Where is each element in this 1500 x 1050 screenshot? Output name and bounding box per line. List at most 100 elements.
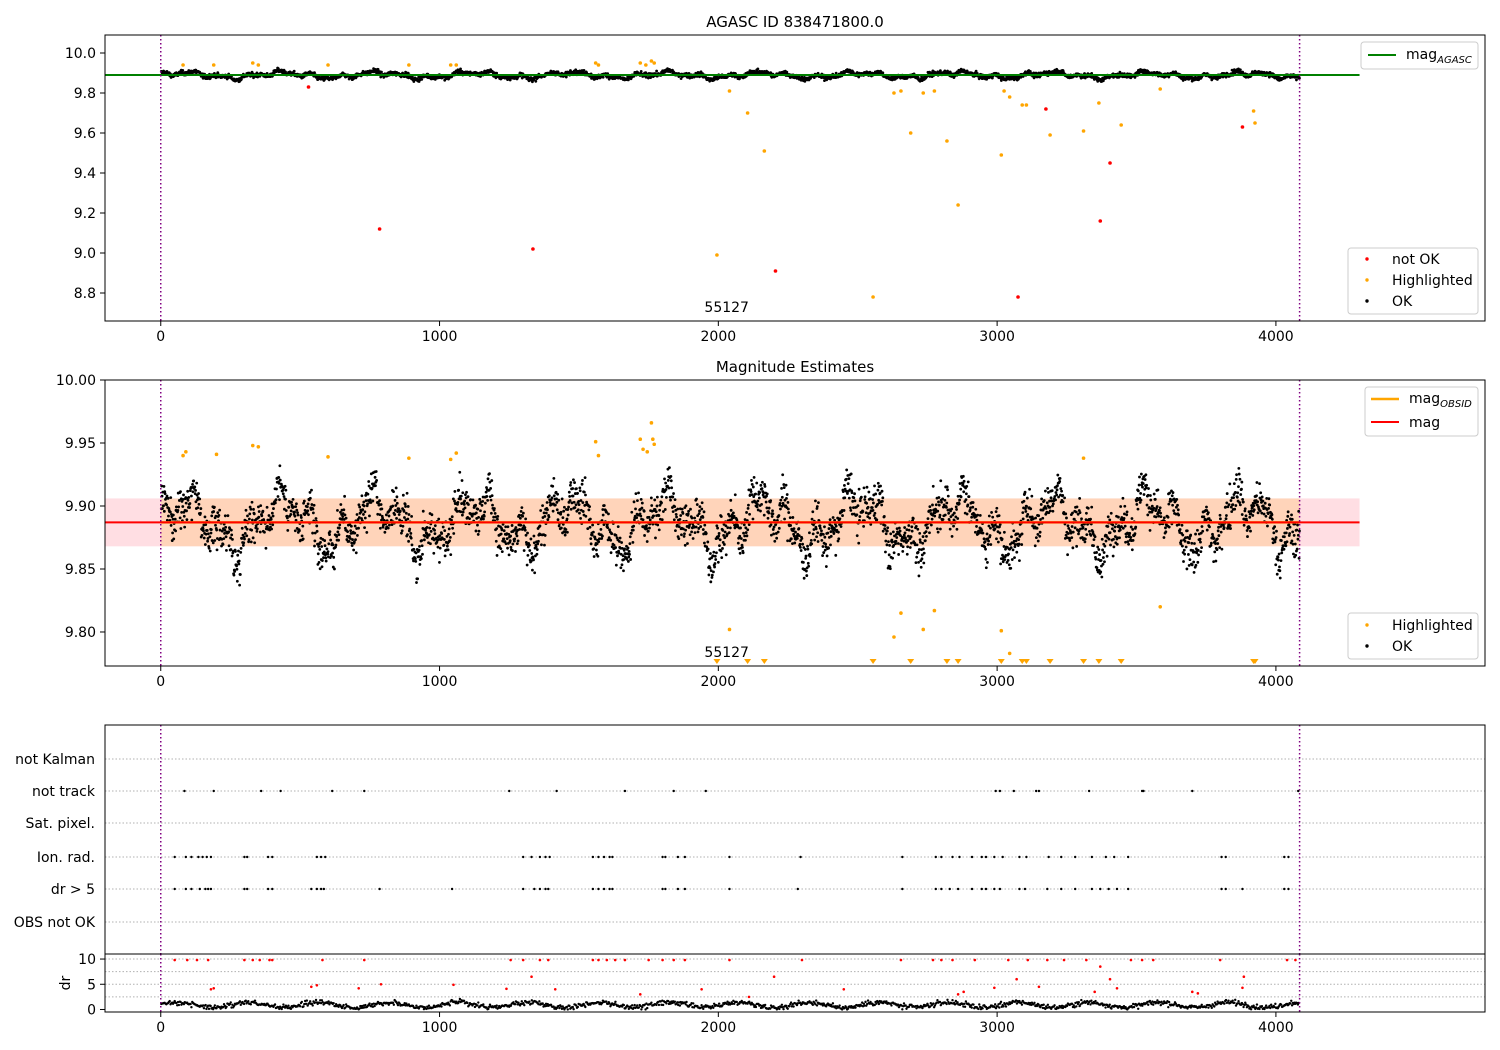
ok-point [609,551,613,555]
ok-point [191,490,195,494]
ok-point [363,516,367,520]
ok-point [378,499,382,502]
ok-point [759,483,763,487]
ok-point [356,534,359,537]
ok-point [380,507,384,511]
ok-point [652,514,655,518]
ok-point [647,515,651,519]
ok-point [295,502,298,506]
ok-point [518,527,522,531]
ok-point [576,508,580,512]
panel-1-y-tick-label: 9.6 [74,126,96,142]
ok-point [375,479,378,482]
ok-point [808,531,811,535]
ok-point [562,509,566,513]
ok-point [187,495,191,499]
ok-point [192,479,196,483]
ok-point [806,561,810,565]
ok-point [278,464,282,468]
ok-point [601,534,604,538]
ok-point [441,525,445,529]
ok-point [477,515,480,519]
ok-point [222,537,226,540]
ok-point [779,507,782,511]
ok-point [850,491,854,494]
ok-point [243,537,246,541]
ok-point [862,486,866,490]
ok-point [302,499,306,503]
ok-point [588,525,592,529]
ok-point [526,531,529,535]
ok-point [599,527,603,531]
ok-point [373,475,377,479]
highlighted-point [899,89,903,93]
ok-point [703,523,707,527]
ok-point [513,537,517,541]
ok-point [771,528,775,531]
ok-point [629,558,633,561]
ok-point [236,553,240,557]
ok-point [707,573,711,577]
ok-point [645,527,649,531]
ok-point [365,531,369,534]
ok-point [337,533,341,537]
ok-point [559,510,563,514]
ok-point [744,531,748,534]
ok-point [480,503,484,507]
ok-point [821,532,825,536]
ok-point [690,530,694,534]
panel-1-y-tick-label: 9.8 [74,86,96,102]
ok-point [351,538,354,541]
ok-point [185,518,189,522]
ok-point [770,515,774,518]
ok-point [483,501,487,505]
ok-point [167,514,170,518]
ok-point [669,498,672,502]
ok-point [569,481,573,484]
ok-point [589,537,593,541]
ok-point [246,514,249,518]
ok-point [371,499,375,503]
ok-point [571,487,575,490]
ok-point [837,537,841,541]
ok-point [255,530,259,533]
ok-point [432,551,436,555]
ok-point [654,536,657,540]
ok-point [182,514,186,518]
ok-point [573,481,576,484]
ok-point [328,530,332,534]
ok-point [581,501,585,504]
highlighted-point [1024,103,1029,107]
ok-point [818,524,822,528]
ok-point [592,547,596,551]
ok-point [858,515,862,518]
ok-point [343,513,347,517]
ok-point [407,539,410,543]
ok-point [244,508,248,512]
ok-point [357,526,360,530]
ok-point [526,553,530,557]
ok-point [693,516,697,520]
panel-1-y-tick-label: 10.0 [65,46,96,62]
ok-point [529,537,533,541]
ok-point [311,531,315,535]
ok-point [678,517,682,521]
ok-point [258,530,262,534]
ok-point [519,509,523,513]
ok-point [572,478,575,482]
ok-point [499,532,503,536]
ok-point [539,509,543,512]
ok-point [666,479,670,482]
ok-point [626,560,630,563]
ok-point [508,539,512,543]
ok-point [827,546,831,550]
ok-point [660,495,664,499]
ok-point [247,538,251,541]
ok-point [448,535,452,539]
ok-point [614,533,618,537]
ok-point [716,526,719,530]
ok-point [720,556,724,560]
panel-1-x-tick-label: 0 [156,329,165,345]
panel-1-y-tick-label: 9.4 [74,166,96,182]
ok-point [277,475,281,479]
